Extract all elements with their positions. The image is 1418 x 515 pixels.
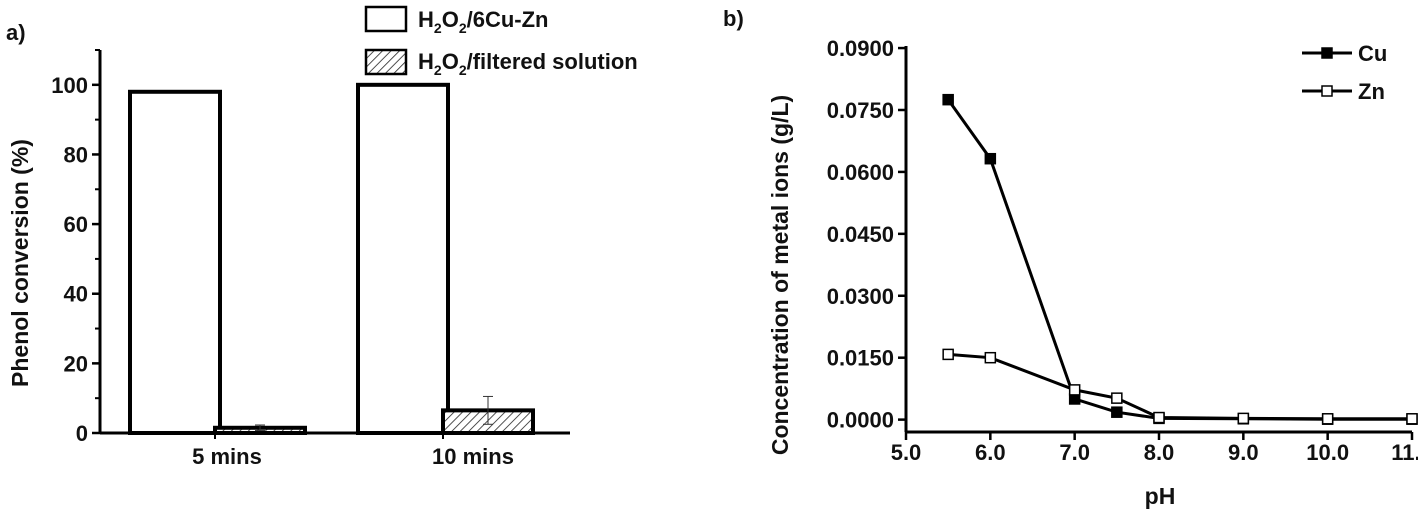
point-cu (984, 152, 997, 165)
y-tick-label-a: 60 (64, 212, 88, 237)
x-tick-label-b: 10.0 (1306, 440, 1349, 465)
point-zn (1406, 413, 1418, 425)
legend-a: H2O2/6Cu-Zn H2O2/filtered solution (364, 5, 638, 78)
point-zn (984, 351, 997, 364)
panel-label-a: a) (6, 20, 26, 45)
x-tick-label-b: 6.0 (975, 440, 1006, 465)
y-tick-label-b: 0.0000 (827, 408, 894, 433)
point-zn (942, 348, 954, 361)
legend-swatch-filtered (364, 48, 408, 76)
point-zn (1237, 412, 1250, 425)
legend-label-filtered: H2O2/filtered solution (418, 49, 638, 78)
point-zn (1153, 411, 1165, 424)
legend-marker-cu (1321, 47, 1333, 59)
y-tick-label-a: 80 (64, 142, 88, 167)
point-zn (1068, 384, 1081, 396)
y-tick-label-a: 100 (51, 73, 88, 98)
y-tick-label-b: 0.0750 (827, 98, 894, 123)
series-line-cu (946, 98, 1412, 421)
y-axis-label-a: Phenol conversion (%) (7, 139, 33, 387)
line-chart-panel: b) Concentration of metal ions (g/L) pH … (723, 6, 1418, 509)
y-tick-label-a: 20 (64, 351, 88, 376)
legend-b: Cu Zn (1302, 41, 1387, 104)
x-tick-label-a: 5 mins (192, 444, 262, 469)
x-tick-label-b: 8.0 (1144, 440, 1175, 465)
x-tick-label-b: 11.0 (1391, 440, 1418, 465)
y-tick-label-b: 0.0450 (827, 222, 894, 247)
y-axis-label-b: Concentration of metal ions (g/L) (767, 95, 793, 455)
x-tick-label-b: 7.0 (1059, 440, 1090, 465)
point-zn (1321, 413, 1334, 425)
x-tick-label-b: 9.0 (1228, 440, 1259, 465)
bar-chart-panel: a) Phenol conversion (%) 0 20 40 60 80 100 5 m… (6, 5, 638, 469)
x-axis-label-b: pH (1145, 483, 1176, 509)
legend-swatch-catalyst (364, 5, 408, 33)
y-tick-label-b: 0.0300 (827, 284, 894, 309)
x-tick-label-b: 5.0 (891, 440, 922, 465)
point-cu (1111, 406, 1123, 418)
point-cu (942, 93, 954, 106)
y-tick-label-b: 0.0900 (827, 36, 894, 61)
legend-label-cu: Cu (1358, 41, 1387, 66)
x-tick-label-a: 10 mins (432, 444, 514, 469)
legend-marker-zn (1321, 85, 1333, 97)
point-zn (1111, 392, 1123, 404)
y-tick-label-b: 0.0600 (827, 160, 894, 185)
y-tick-label-b: 0.0150 (827, 346, 894, 371)
y-tick-label-a: 40 (64, 282, 88, 307)
legend-label-zn: Zn (1358, 79, 1385, 104)
legend-label-catalyst: H2O2/6Cu-Zn (418, 7, 549, 36)
y-tick-label-a: 0 (76, 421, 88, 446)
bar-catalyst-0 (128, 89, 222, 435)
bar-catalyst-1 (356, 82, 450, 436)
panel-label-b: b) (723, 6, 744, 31)
series-line-zn (948, 352, 1412, 421)
